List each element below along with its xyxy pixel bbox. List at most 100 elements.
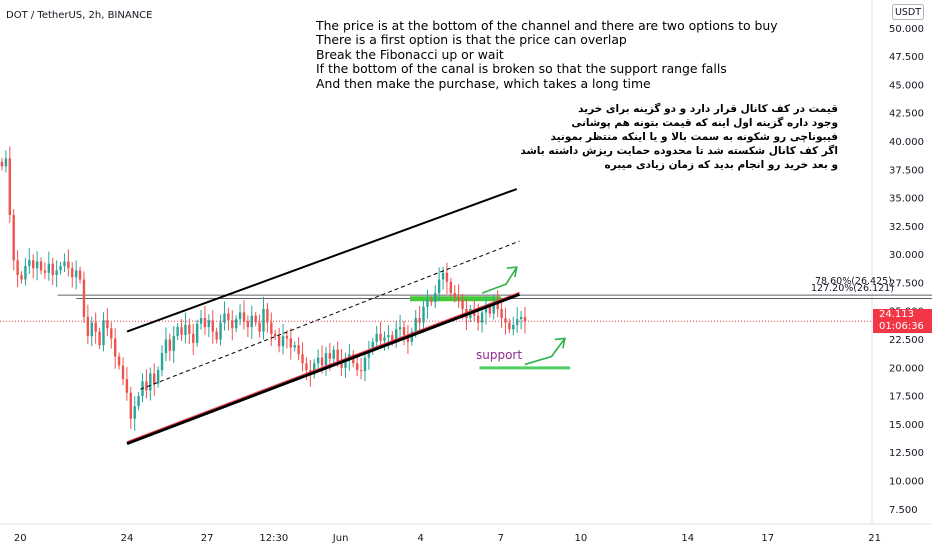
candle-body <box>512 324 515 330</box>
candle-body <box>414 318 417 332</box>
candle-body <box>387 334 390 338</box>
y-tick-label: 27.500 <box>889 278 924 289</box>
candle-body <box>149 373 152 391</box>
candle-body <box>301 354 304 364</box>
up-arrow-breakout-shaft <box>481 266 518 294</box>
x-tick-label: Jun <box>332 533 349 544</box>
channel-bottom-line <box>126 292 521 446</box>
fibonacci-levels <box>57 294 932 300</box>
candle-body <box>297 345 300 355</box>
channel-bottom-red-line <box>126 291 520 443</box>
candle-body <box>24 265 27 280</box>
candle-body <box>234 319 238 329</box>
candle-body <box>379 333 382 341</box>
candle-body <box>316 357 320 364</box>
candle-body <box>313 363 316 375</box>
candle-body <box>523 316 527 322</box>
candle-body <box>344 358 347 368</box>
candle-body <box>219 322 222 340</box>
candle-body <box>32 260 35 269</box>
candle-body <box>231 320 234 329</box>
annotation-line: The price is at the bottom of the channe… <box>316 18 778 33</box>
last-price-value: 24.113 <box>879 309 914 320</box>
y-tick-label: 30.000 <box>889 250 924 261</box>
annotation-line: قیمت در کف کانال قرار دارد و دو گزینه بر… <box>578 103 838 115</box>
x-tick-label: 17 <box>761 533 774 544</box>
candle-body <box>192 333 195 343</box>
up-arrow-support-head <box>554 337 566 349</box>
candles <box>0 146 527 431</box>
candle-body <box>129 392 132 419</box>
candle-body <box>16 260 19 276</box>
y-axis-ticks: 7.500 10.000 12.500 15.000 17.500 20.000 22.50… <box>889 24 924 516</box>
candle-body <box>277 336 281 347</box>
candle-body <box>172 336 175 351</box>
candle-body <box>262 308 265 332</box>
candle-body <box>227 313 230 321</box>
x-tick-label: 7 <box>498 533 504 544</box>
candle-body <box>43 270 47 273</box>
candle-body <box>223 313 226 323</box>
fib-label-78: 78.60%(26.425) <box>815 276 892 287</box>
candle-body <box>402 327 406 335</box>
candle-body <box>488 306 492 314</box>
candle-body <box>195 323 199 343</box>
candle-body <box>51 263 54 276</box>
candle-body <box>78 270 82 280</box>
annotation-line: There is a first option is that the pric… <box>316 32 627 48</box>
candle-body <box>434 293 437 303</box>
support-label: support <box>476 348 523 362</box>
candle-body <box>188 324 191 334</box>
candle-body <box>98 331 101 346</box>
candle-body <box>293 345 296 348</box>
y-tick-label: 45.000 <box>889 80 924 91</box>
candle-body <box>500 308 503 319</box>
candle-body <box>117 356 121 366</box>
candle-body <box>519 316 523 320</box>
candle-body <box>274 333 277 337</box>
annotation-line: فیبوناچی رو شکونه به سمت بالا و یا اینکه… <box>550 131 838 143</box>
candle-body <box>445 272 449 282</box>
candle-body <box>375 333 378 342</box>
candle-body <box>457 296 460 300</box>
candle-body <box>363 357 367 372</box>
candle-body <box>47 263 51 273</box>
candle-body <box>359 370 363 372</box>
candle-body <box>39 261 43 271</box>
up-arrow-support-shaft <box>524 337 566 366</box>
candle-body <box>113 338 117 357</box>
candle-body <box>180 327 183 335</box>
y-tick-label: 37.500 <box>889 165 924 176</box>
candle-body <box>480 312 484 323</box>
candle-body <box>55 270 58 276</box>
x-tick-label: 20 <box>14 533 27 544</box>
channel-mid-line <box>140 240 520 390</box>
candle-body <box>125 379 129 393</box>
candle-body <box>8 158 12 216</box>
candle-body <box>94 322 97 332</box>
bar-countdown: 01:06:36 <box>879 321 924 332</box>
candle-body <box>246 321 250 328</box>
annotation-line: If the bottom of the canal is broken so … <box>316 61 727 77</box>
channel-top-line <box>126 188 518 333</box>
candle-body <box>106 320 109 329</box>
up-arrow-breakout-head <box>506 266 518 278</box>
x-tick-label: 21 <box>868 533 881 544</box>
candle-body <box>504 318 507 323</box>
candle-body <box>285 336 289 339</box>
candle-body <box>86 316 90 337</box>
candle-body <box>430 299 433 303</box>
candle-body <box>395 329 398 342</box>
candle-body <box>121 365 125 380</box>
annotation-line: اگر کف کانال شکسته شد تا محدوده حمایت ری… <box>520 145 838 157</box>
candle-body <box>242 312 246 322</box>
annotation-line: And then make the purchase, which takes … <box>316 75 651 91</box>
candle-body <box>422 306 425 323</box>
x-tick-label: 27 <box>201 533 214 544</box>
x-tick-label: 12:30 <box>259 533 288 544</box>
candle-body <box>207 320 211 328</box>
currency-badge[interactable]: USDT <box>892 4 924 20</box>
x-tick-label: 24 <box>121 533 134 544</box>
annotation-line: وجود داره گزینه اول اینه که قیمت بتونه ه… <box>571 117 838 129</box>
